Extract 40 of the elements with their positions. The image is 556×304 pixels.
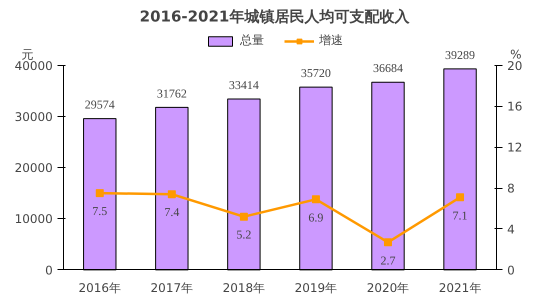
y-axis-title: 元 <box>22 47 34 62</box>
data-label: 2.7 <box>380 253 396 268</box>
x-tick-label: 2021年 <box>438 280 482 295</box>
data-label: 5.2 <box>236 228 252 242</box>
y-tick-label: 20000 <box>14 161 53 176</box>
data-label: 36684 <box>372 61 403 76</box>
x-tick-label: 2019年 <box>294 280 338 295</box>
y2-tick-label: 12 <box>507 140 522 155</box>
point <box>384 238 392 246</box>
data-label: 33414 <box>228 78 259 92</box>
data-label: 7.5 <box>92 204 108 218</box>
legend-label: 总量 <box>240 32 264 49</box>
data-label: 29574 <box>84 98 115 112</box>
data-label: 39289 <box>445 48 476 62</box>
y-tick-label: 0 <box>45 263 53 278</box>
data-label: 6.9 <box>308 210 324 224</box>
data-label: 7.1 <box>452 208 468 222</box>
x-tick-label: 2016年 <box>78 280 122 295</box>
x-tick-label: 2017年 <box>150 280 194 295</box>
data-label: 7.4 <box>164 205 180 220</box>
y-tick-label: 40000 <box>14 58 53 73</box>
y2-axis-title: % <box>510 47 522 62</box>
x-tick-label: 2018年 <box>222 280 266 295</box>
point <box>96 189 104 198</box>
legend-label: 增速 <box>319 32 343 49</box>
y2-tick-label: 20 <box>507 58 522 73</box>
data-label: 31762 <box>156 86 187 100</box>
y-tick-label: 10000 <box>14 212 53 226</box>
point <box>456 193 464 202</box>
y2-tick-label: 0 <box>507 263 515 278</box>
data-label: 35720 <box>300 66 331 80</box>
y-tick-label: 30000 <box>14 110 53 124</box>
point <box>312 195 320 204</box>
y2-tick-label: 8 <box>507 182 515 196</box>
point <box>168 190 176 198</box>
y2-tick-label: 16 <box>507 100 522 114</box>
chart-title: 2016-2021年城镇居民人均可支配收入 <box>140 8 410 26</box>
y2-tick-label: 4 <box>507 222 515 236</box>
x-tick-label: 2020年 <box>366 280 410 295</box>
point <box>240 212 248 221</box>
